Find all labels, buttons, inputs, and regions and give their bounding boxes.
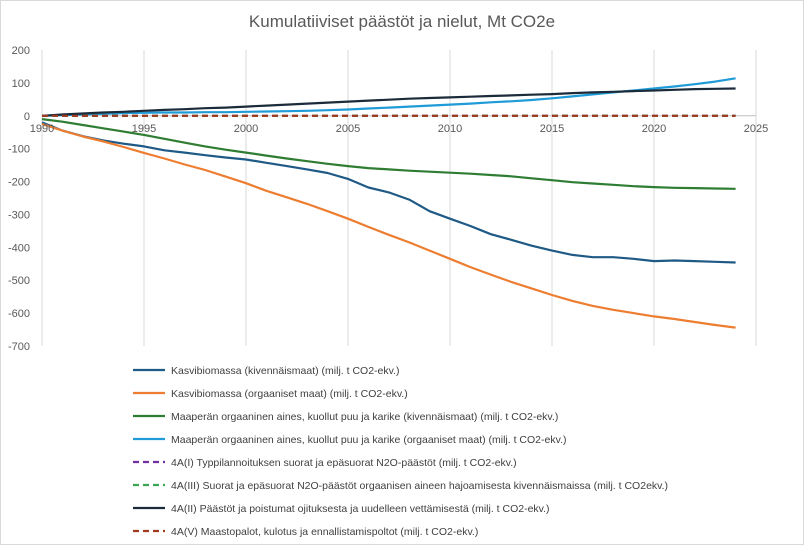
legend-label-3: Maaperän orgaaninen aines, kuollut puu j…	[171, 411, 558, 423]
x-tick-label: 2000	[234, 123, 258, 135]
y-tick-label: 0	[24, 111, 30, 123]
y-tick-label: -500	[8, 275, 30, 287]
y-tick-label: 100	[12, 78, 30, 90]
axes	[41, 50, 756, 346]
legend-label-2: Kasvibiomassa (orgaaniset maat) (milj. t…	[171, 388, 408, 400]
y-tick-label: -400	[8, 242, 30, 254]
legend-label-8: 4A(V) Maastopalot, kulotus ja ennallista…	[171, 526, 478, 538]
y-tick-label: -700	[8, 341, 30, 353]
x-tick-label: 2025	[744, 123, 768, 135]
legend-label-6: 4A(III) Suorat ja epäsuorat N2O-päästöt …	[171, 480, 668, 492]
legend-label-1: Kasvibiomassa (kivennäismaat) (milj. t C…	[171, 365, 400, 377]
x-tick-label: 2015	[540, 123, 564, 135]
legend-label-7: 4A(II) Päästöt ja poistumat ojituksesta …	[171, 503, 550, 515]
legend-label-5: 4A(I) Typpilannoituksen suorat ja epäsuo…	[171, 457, 517, 469]
tick-labels: 200 100 0 -100 -200 -300 -400 -500 -600 -700 1990 1…	[8, 45, 768, 353]
x-tick-label: 2020	[642, 123, 666, 135]
y-tick-label: -600	[8, 308, 30, 320]
y-tick-label: -200	[8, 177, 30, 189]
y-tick-label: -100	[8, 144, 30, 156]
y-tick-label: -300	[8, 209, 30, 221]
series-line-2	[41, 122, 736, 329]
series-lines	[41, 77, 736, 329]
legend: Kasvibiomassa (kivennäismaat) (milj. t C…	[133, 365, 668, 538]
series-line-3	[41, 118, 736, 190]
series-line-1	[41, 121, 736, 264]
legend-label-4: Maaperän orgaaninen aines, kuollut puu j…	[171, 434, 567, 446]
x-tick-label: 1995	[132, 123, 156, 135]
series-line-7	[41, 87, 736, 117]
y-tick-label: 200	[12, 45, 30, 57]
x-tick-label: 2005	[336, 123, 360, 135]
gridlines	[41, 50, 757, 346]
chart-title: Kumulatiiviset päästöt ja nielut, Mt CO2…	[249, 12, 555, 31]
x-tick-label: 2010	[438, 123, 462, 135]
x-tick-label: 1990	[30, 123, 54, 135]
